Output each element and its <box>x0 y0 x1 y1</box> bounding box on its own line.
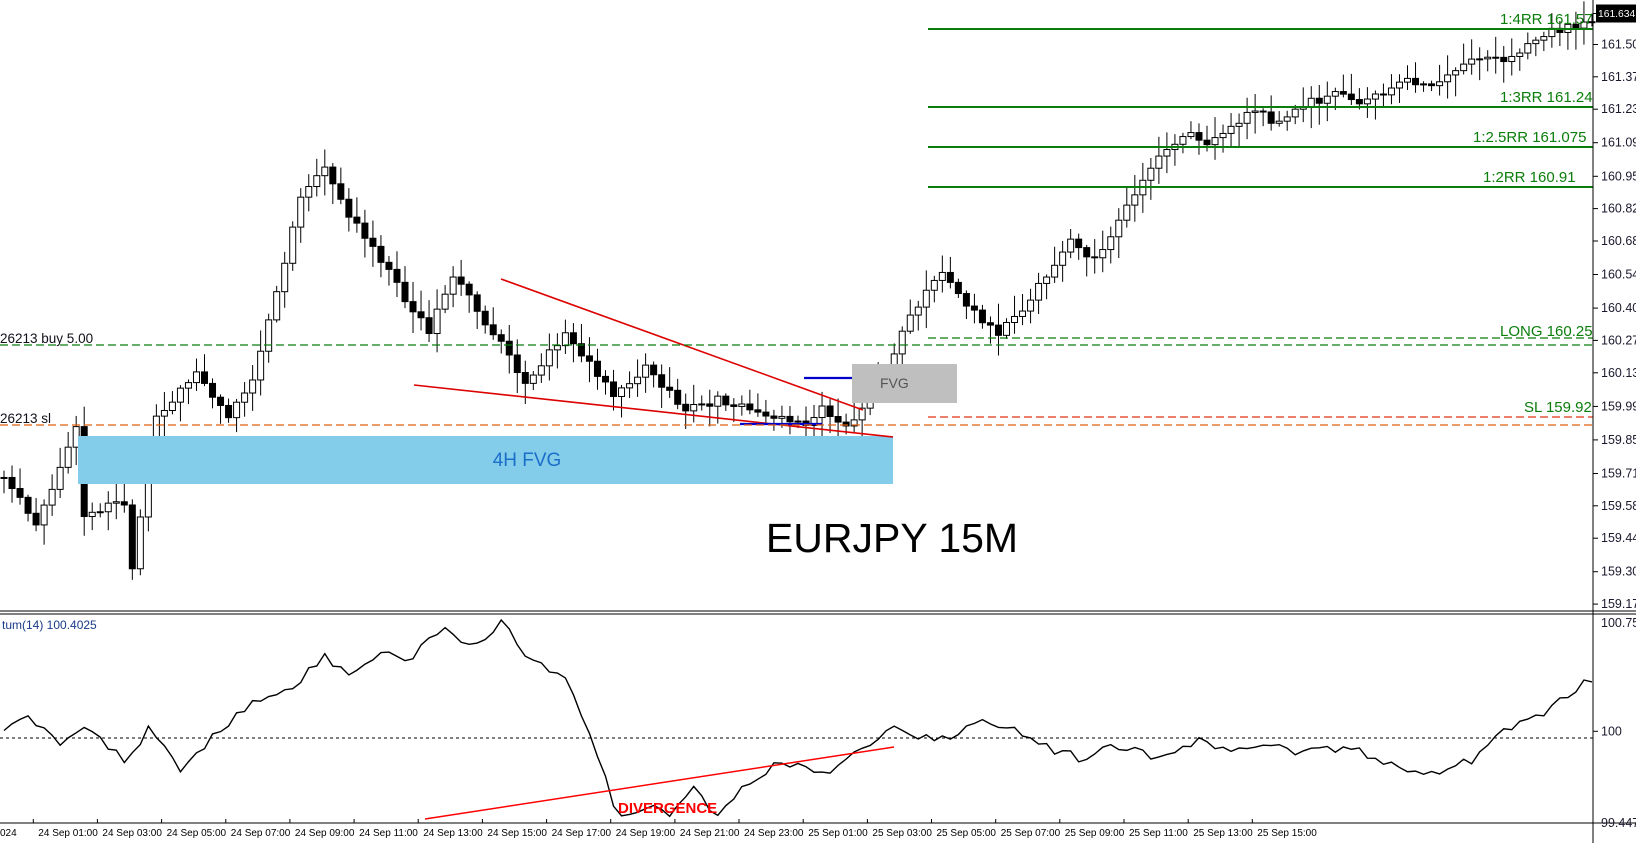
svg-text:24 Sep 05:00: 24 Sep 05:00 <box>167 828 227 839</box>
svg-text:160.545: 160.545 <box>1601 268 1636 282</box>
svg-text:24 Sep 09:00: 24 Sep 09:00 <box>295 828 355 839</box>
svg-text:160.685: 160.685 <box>1601 234 1636 248</box>
svg-text:EURJPY 15M: EURJPY 15M <box>766 515 1018 561</box>
svg-text:160.955: 160.955 <box>1601 169 1636 183</box>
svg-text:26213 buy 5.00: 26213 buy 5.00 <box>0 331 93 346</box>
svg-text:4H FVG: 4H FVG <box>493 450 562 471</box>
svg-text:1:4RR 161.57: 1:4RR 161.57 <box>1500 11 1593 28</box>
svg-text:160.405: 160.405 <box>1601 301 1636 315</box>
svg-text:161.505: 161.505 <box>1601 38 1636 52</box>
svg-text:LONG 160.25: LONG 160.25 <box>1500 323 1593 340</box>
svg-text:1:2RR 160.91: 1:2RR 160.91 <box>1483 169 1576 186</box>
svg-text:25 Sep 15:00: 25 Sep 15:00 <box>1257 828 1317 839</box>
svg-text:159.305: 159.305 <box>1601 565 1636 579</box>
svg-text:24 Sep 13:00: 24 Sep 13:00 <box>423 828 483 839</box>
svg-text:24 Sep 19:00: 24 Sep 19:00 <box>616 828 676 839</box>
svg-text:25 Sep 01:00: 25 Sep 01:00 <box>808 828 868 839</box>
svg-text:SL 159.92: SL 159.92 <box>1524 399 1592 416</box>
svg-text:1:3RR 161.24: 1:3RR 161.24 <box>1500 89 1593 106</box>
svg-text:100: 100 <box>1601 724 1622 738</box>
svg-text:99.4479: 99.4479 <box>1601 816 1636 830</box>
svg-text:FVG: FVG <box>880 375 909 391</box>
svg-text:159.445: 159.445 <box>1601 531 1636 545</box>
svg-text:159.995: 159.995 <box>1601 399 1636 413</box>
svg-text:25 Sep 07:00: 25 Sep 07:00 <box>1001 828 1061 839</box>
svg-text:24 Sep 17:00: 24 Sep 17:00 <box>552 828 612 839</box>
svg-text:24 Sep 07:00: 24 Sep 07:00 <box>231 828 291 839</box>
svg-text:159.170: 159.170 <box>1601 597 1636 611</box>
svg-text:161.235: 161.235 <box>1601 102 1636 116</box>
svg-text:161.370: 161.370 <box>1601 70 1636 84</box>
svg-text:25 Sep 13:00: 25 Sep 13:00 <box>1193 828 1253 839</box>
svg-text:24 Sep 15:00: 24 Sep 15:00 <box>487 828 547 839</box>
svg-text:25 Sep 03:00: 25 Sep 03:00 <box>872 828 932 839</box>
svg-text:24 Sep 03:00: 24 Sep 03:00 <box>102 828 162 839</box>
svg-text:160.820: 160.820 <box>1601 202 1636 216</box>
svg-text:25 Sep 09:00: 25 Sep 09:00 <box>1065 828 1125 839</box>
svg-text:25 Sep 11:00: 25 Sep 11:00 <box>1129 828 1188 839</box>
svg-text:25 Sep 05:00: 25 Sep 05:00 <box>937 828 997 839</box>
svg-text:160.270: 160.270 <box>1601 333 1636 347</box>
svg-text:DIVERGENCE: DIVERGENCE <box>618 800 717 817</box>
svg-text:161.634: 161.634 <box>1598 9 1635 20</box>
svg-text:159.580: 159.580 <box>1601 499 1636 513</box>
svg-text:24 Sep 01:00: 24 Sep 01:00 <box>38 828 98 839</box>
svg-text:159.715: 159.715 <box>1601 467 1636 481</box>
svg-text:100.7595: 100.7595 <box>1601 616 1636 630</box>
svg-text:24 Sep 11:00: 24 Sep 11:00 <box>359 828 418 839</box>
svg-text:1:2.5RR 161.075: 1:2.5RR 161.075 <box>1473 129 1586 146</box>
svg-text:tum(14) 100.4025: tum(14) 100.4025 <box>2 618 97 632</box>
svg-text:160.135: 160.135 <box>1601 366 1636 380</box>
svg-text:26213 sl: 26213 sl <box>0 411 51 426</box>
svg-text:161.095: 161.095 <box>1601 136 1636 150</box>
svg-text:24 Sep 23:00: 24 Sep 23:00 <box>744 828 804 839</box>
svg-text:024: 024 <box>0 828 17 839</box>
svg-text:159.855: 159.855 <box>1601 433 1636 447</box>
svg-text:24 Sep 21:00: 24 Sep 21:00 <box>680 828 740 839</box>
